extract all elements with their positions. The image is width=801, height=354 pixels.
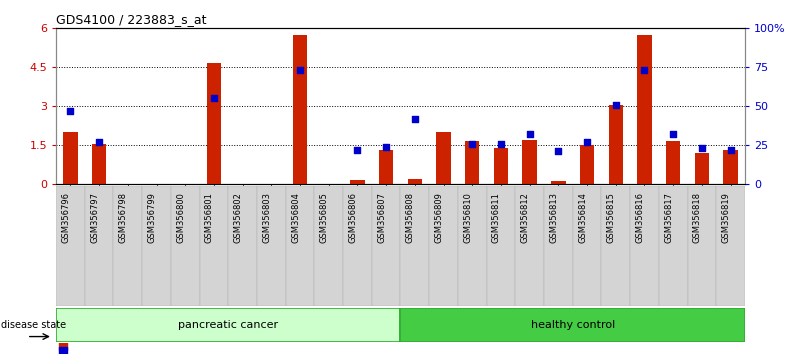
Bar: [257, 186, 286, 306]
Bar: [658, 186, 687, 306]
Point: [57, 348, 70, 354]
Bar: [408, 179, 422, 184]
Bar: [379, 150, 393, 184]
Bar: [437, 132, 451, 184]
Point: [494, 141, 507, 147]
Point: [552, 149, 565, 154]
Bar: [400, 186, 429, 306]
Bar: [314, 186, 343, 306]
Bar: [465, 141, 480, 184]
Bar: [630, 186, 658, 306]
Bar: [580, 145, 594, 184]
Bar: [372, 186, 400, 306]
Point: [294, 68, 307, 73]
Text: GSM356817: GSM356817: [664, 192, 673, 243]
Point: [93, 139, 106, 145]
Text: GSM356800: GSM356800: [176, 192, 185, 243]
Point: [638, 68, 651, 73]
Text: disease state: disease state: [1, 320, 66, 330]
Bar: [522, 140, 537, 184]
Text: GSM356806: GSM356806: [348, 192, 357, 243]
Text: GSM356810: GSM356810: [463, 192, 473, 243]
Bar: [694, 153, 709, 184]
Bar: [551, 182, 566, 184]
Bar: [638, 35, 652, 184]
Bar: [199, 186, 228, 306]
Bar: [573, 186, 602, 306]
Point: [57, 343, 70, 349]
Bar: [458, 186, 486, 306]
Bar: [400, 308, 745, 342]
Text: GSM356813: GSM356813: [549, 192, 558, 243]
Bar: [228, 186, 257, 306]
Point: [64, 108, 77, 114]
Bar: [723, 150, 738, 184]
Bar: [350, 180, 364, 184]
Point: [581, 139, 594, 145]
Text: GSM356798: GSM356798: [119, 192, 128, 243]
Text: GSM356816: GSM356816: [635, 192, 645, 243]
Text: healthy control: healthy control: [530, 320, 615, 330]
Text: GSM356801: GSM356801: [205, 192, 214, 243]
Text: GSM356799: GSM356799: [147, 192, 156, 243]
Text: GSM356818: GSM356818: [693, 192, 702, 243]
Bar: [687, 186, 716, 306]
Point: [523, 131, 536, 137]
Bar: [515, 186, 544, 306]
Point: [610, 102, 622, 108]
Bar: [343, 186, 372, 306]
Text: GSM356812: GSM356812: [521, 192, 529, 243]
Text: GDS4100 / 223883_s_at: GDS4100 / 223883_s_at: [56, 13, 207, 26]
Bar: [207, 63, 221, 184]
Point: [466, 141, 479, 147]
Point: [724, 147, 737, 153]
Bar: [56, 186, 85, 306]
Text: GSM356796: GSM356796: [62, 192, 70, 243]
Bar: [92, 144, 107, 184]
Bar: [286, 186, 314, 306]
Point: [380, 144, 392, 149]
Bar: [602, 186, 630, 306]
Text: GSM356804: GSM356804: [291, 192, 300, 243]
Text: GSM356803: GSM356803: [263, 192, 272, 243]
Bar: [114, 186, 143, 306]
Text: GSM356814: GSM356814: [578, 192, 587, 243]
Bar: [143, 186, 171, 306]
Text: GSM356797: GSM356797: [91, 192, 99, 243]
Point: [409, 116, 421, 121]
Bar: [85, 186, 114, 306]
Bar: [56, 308, 400, 342]
Text: GSM356802: GSM356802: [234, 192, 243, 243]
Text: GSM356809: GSM356809: [435, 192, 444, 243]
Bar: [293, 35, 308, 184]
Bar: [429, 186, 458, 306]
Bar: [544, 186, 573, 306]
Bar: [486, 186, 515, 306]
Bar: [493, 148, 508, 184]
Text: GSM356808: GSM356808: [406, 192, 415, 243]
Text: GSM356819: GSM356819: [722, 192, 731, 243]
Text: GSM356815: GSM356815: [607, 192, 616, 243]
Text: GSM356811: GSM356811: [492, 192, 501, 243]
Text: pancreatic cancer: pancreatic cancer: [178, 320, 279, 330]
Point: [351, 147, 364, 153]
Bar: [716, 186, 745, 306]
Bar: [609, 105, 623, 184]
Point: [666, 131, 679, 137]
Text: GSM356807: GSM356807: [377, 192, 386, 243]
Bar: [666, 141, 680, 184]
Point: [695, 145, 708, 151]
Text: GSM356805: GSM356805: [320, 192, 328, 243]
Bar: [63, 132, 78, 184]
Bar: [171, 186, 199, 306]
Point: [207, 96, 220, 101]
